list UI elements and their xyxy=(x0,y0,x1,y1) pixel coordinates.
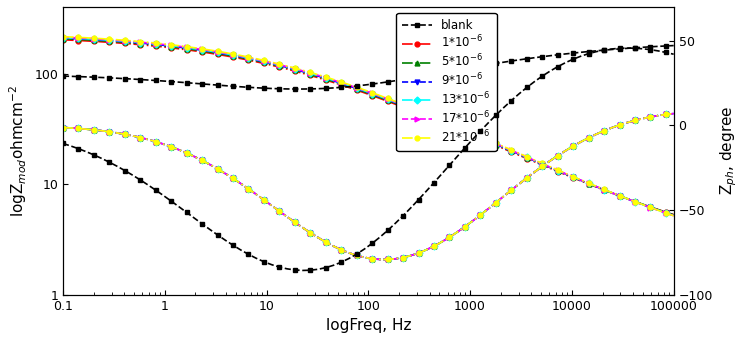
blank xyxy=(430,72,439,76)
17*10$^{-6}$ xyxy=(453,125,462,129)
1*10$^{-6}$ xyxy=(58,38,67,42)
21*10$^{-6}$ xyxy=(669,214,678,218)
9*10$^{-6}$ xyxy=(58,36,67,40)
1*10$^{-6}$ xyxy=(476,137,485,141)
5*10$^{-6}$ xyxy=(476,136,485,140)
21*10$^{-6}$ xyxy=(58,35,67,39)
21*10$^{-6}$ xyxy=(430,115,439,119)
9*10$^{-6}$ xyxy=(421,113,430,117)
5*10$^{-6}$ xyxy=(421,113,430,117)
Y-axis label: logZ$_{mod}$ohmcm$^{-2}$: logZ$_{mod}$ohmcm$^{-2}$ xyxy=(7,85,28,217)
Y-axis label: Z$_{ph}$, degree: Z$_{ph}$, degree xyxy=(718,106,739,196)
17*10$^{-6}$ xyxy=(58,35,67,39)
blank xyxy=(483,63,492,67)
17*10$^{-6}$ xyxy=(430,115,439,119)
1*10$^{-6}$ xyxy=(600,188,609,192)
1*10$^{-6}$ xyxy=(669,212,678,217)
blank xyxy=(290,87,299,91)
17*10$^{-6}$ xyxy=(600,188,609,192)
Line: blank: blank xyxy=(60,43,676,91)
13*10$^{-6}$ xyxy=(329,79,338,83)
21*10$^{-6}$ xyxy=(453,124,462,129)
1*10$^{-6}$ xyxy=(453,127,462,131)
13*10$^{-6}$ xyxy=(476,135,485,139)
5*10$^{-6}$ xyxy=(600,188,609,192)
Line: 5*10$^{-6}$: 5*10$^{-6}$ xyxy=(60,36,676,217)
X-axis label: logFreq, Hz: logFreq, Hz xyxy=(325,318,411,333)
5*10$^{-6}$ xyxy=(453,126,462,130)
9*10$^{-6}$ xyxy=(453,126,462,130)
blank xyxy=(437,71,446,75)
13*10$^{-6}$ xyxy=(58,36,67,40)
21*10$^{-6}$ xyxy=(476,134,485,138)
blank xyxy=(460,67,469,71)
9*10$^{-6}$ xyxy=(476,136,485,140)
blank xyxy=(607,48,616,52)
13*10$^{-6}$ xyxy=(600,188,609,192)
13*10$^{-6}$ xyxy=(669,214,678,218)
9*10$^{-6}$ xyxy=(430,116,439,120)
Legend: blank, 1*10$^{-6}$, 5*10$^{-6}$, 9*10$^{-6}$, 13*10$^{-6}$, 17*10$^{-6}$, 21*10$: blank, 1*10$^{-6}$, 5*10$^{-6}$, 9*10$^{… xyxy=(396,13,497,151)
17*10$^{-6}$ xyxy=(329,78,338,82)
5*10$^{-6}$ xyxy=(329,80,338,84)
13*10$^{-6}$ xyxy=(430,116,439,120)
9*10$^{-6}$ xyxy=(329,79,338,83)
21*10$^{-6}$ xyxy=(421,112,430,116)
blank xyxy=(669,44,678,48)
1*10$^{-6}$ xyxy=(421,114,430,118)
blank xyxy=(336,85,345,89)
blank xyxy=(58,74,67,78)
9*10$^{-6}$ xyxy=(669,213,678,217)
13*10$^{-6}$ xyxy=(421,113,430,117)
13*10$^{-6}$ xyxy=(453,125,462,130)
Line: 21*10$^{-6}$: 21*10$^{-6}$ xyxy=(60,34,676,218)
5*10$^{-6}$ xyxy=(58,37,67,41)
Line: 9*10$^{-6}$: 9*10$^{-6}$ xyxy=(60,36,676,218)
17*10$^{-6}$ xyxy=(421,112,430,116)
17*10$^{-6}$ xyxy=(669,214,678,218)
1*10$^{-6}$ xyxy=(430,117,439,121)
Line: 17*10$^{-6}$: 17*10$^{-6}$ xyxy=(60,35,676,218)
5*10$^{-6}$ xyxy=(430,117,439,121)
17*10$^{-6}$ xyxy=(476,135,485,139)
5*10$^{-6}$ xyxy=(669,213,678,217)
21*10$^{-6}$ xyxy=(329,78,338,82)
1*10$^{-6}$ xyxy=(329,81,338,85)
Line: 13*10$^{-6}$: 13*10$^{-6}$ xyxy=(60,35,676,218)
21*10$^{-6}$ xyxy=(600,187,609,191)
Line: 1*10$^{-6}$: 1*10$^{-6}$ xyxy=(60,37,676,217)
9*10$^{-6}$ xyxy=(600,188,609,192)
